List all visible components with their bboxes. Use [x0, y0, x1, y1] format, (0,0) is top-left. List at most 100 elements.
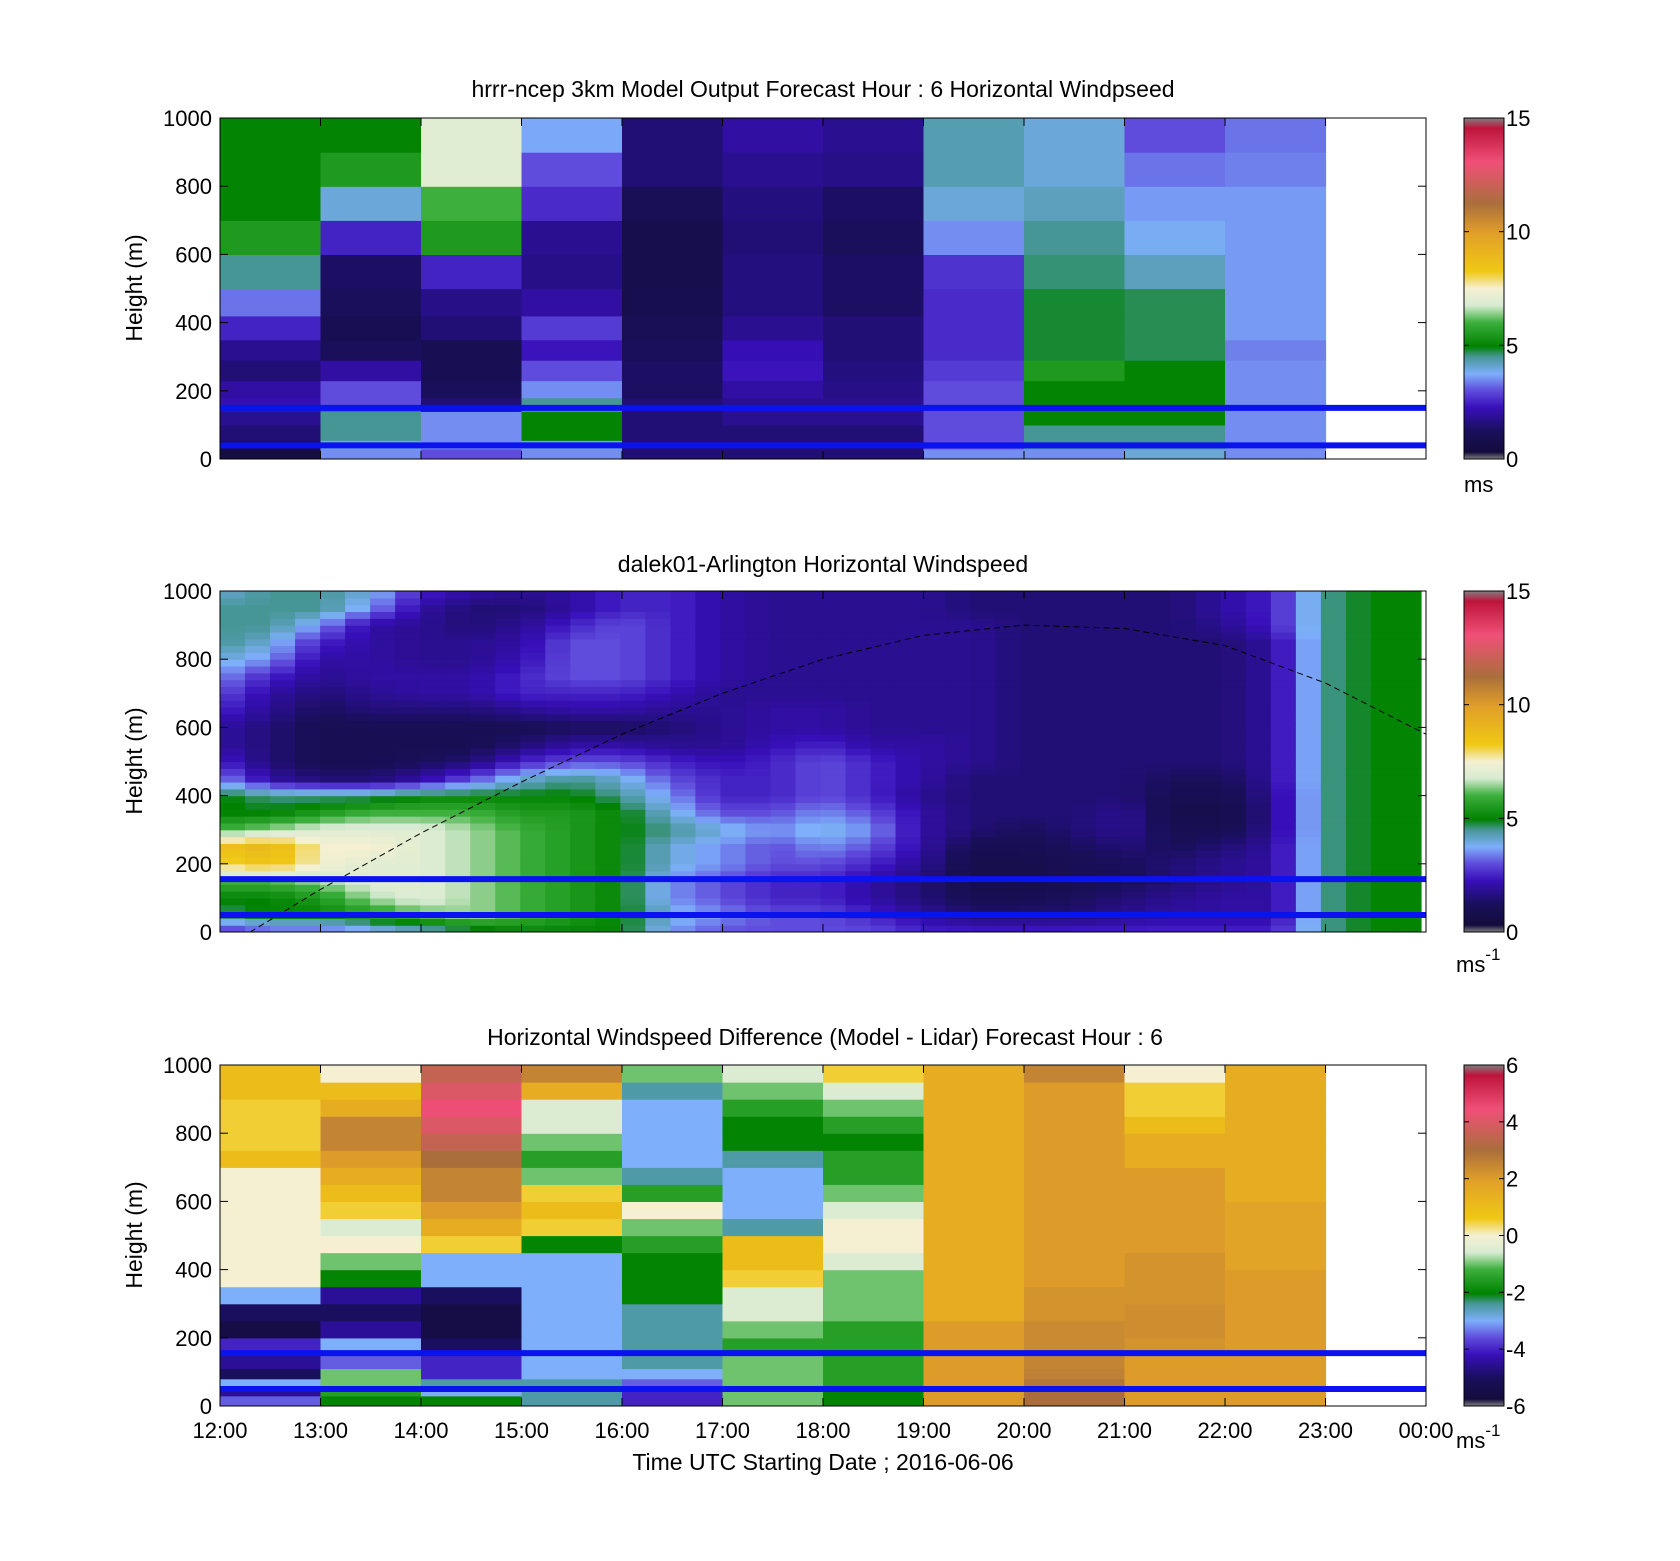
heatmap-cell: [823, 1133, 925, 1151]
heatmap-cell: [995, 747, 1022, 756]
heatmap-cell: [595, 700, 621, 708]
heatmap-cell: [923, 1269, 1025, 1288]
heatmap-cell: [470, 638, 496, 647]
heatmap-cell: [495, 754, 521, 763]
heatmap-cell: [220, 1303, 322, 1322]
heatmap-cell: [745, 604, 772, 613]
heatmap-cell: [1320, 720, 1347, 728]
heatmap-cell: [970, 768, 997, 776]
heatmap-cell: [622, 186, 724, 221]
heatmap-cell: [320, 448, 422, 459]
heatmap-cell: [1145, 775, 1172, 783]
heatmap-cell: [320, 411, 422, 426]
heatmap-cell: [570, 597, 596, 606]
heatmap-cell: [1124, 1065, 1226, 1083]
heatmap-cell: [420, 836, 446, 844]
heatmap-cell: [370, 611, 396, 619]
heatmap-cell: [995, 597, 1022, 606]
heatmap-cell: [745, 781, 772, 790]
heatmap-cell: [870, 597, 897, 606]
heatmap-cell: [545, 754, 571, 763]
heatmap-cell: [1345, 863, 1372, 872]
heatmap-cell: [595, 897, 621, 906]
heatmap-cell: [795, 904, 822, 913]
reference-lines: [220, 876, 1426, 918]
heatmap-cell: [795, 700, 822, 708]
heatmap-cell: [720, 870, 747, 879]
heatmap-cell: [445, 897, 471, 906]
heatmap-cell: [770, 720, 797, 728]
heatmap-cell: [1195, 591, 1222, 599]
heatmap-cell: [470, 884, 496, 892]
heatmap-cell: [823, 448, 925, 459]
heatmap-cell: [720, 638, 747, 647]
heatmap-cell: [545, 781, 571, 790]
heatmap-cell: [1320, 781, 1347, 790]
heatmap-cell: [1024, 186, 1126, 221]
heatmap-cell: [470, 809, 496, 817]
heatmap-cell: [245, 856, 271, 865]
colorbar-gradient: [1463, 1064, 1505, 1407]
heatmap-cell: [570, 870, 596, 879]
heatmap-cell: [720, 747, 747, 756]
colorbar-tick-label: 5: [1506, 333, 1518, 358]
heatmap-cell: [695, 741, 722, 749]
heatmap-cell: [1070, 850, 1097, 858]
heatmap-cell: [1195, 659, 1222, 667]
heatmap-cell: [895, 645, 922, 653]
heatmap-cell: [845, 856, 872, 865]
heatmap-cell: [1020, 659, 1047, 667]
heatmap-cell: [295, 768, 321, 776]
heatmap-cell: [670, 850, 696, 858]
heatmap-cell: [1124, 360, 1226, 382]
heatmap-cell: [320, 118, 422, 153]
heatmap-cell: [421, 1133, 523, 1151]
heatmap-cell: [1295, 618, 1322, 626]
heatmap-cell: [823, 380, 925, 399]
heatmap-cell: [695, 747, 722, 756]
heatmap-cell: [695, 734, 722, 742]
heatmap-cell: [1120, 679, 1147, 688]
heatmap-cell: [1045, 747, 1072, 756]
heatmap-cell: [645, 870, 671, 879]
heatmap-cell: [1245, 775, 1272, 783]
heatmap-cell: [1370, 836, 1397, 844]
heatmap-cell: [270, 781, 296, 790]
heatmap-cell: [320, 816, 346, 824]
heatmap-cell: [1045, 850, 1072, 858]
heatmap-cell: [1370, 618, 1397, 626]
heatmap-cell: [520, 693, 546, 701]
heatmap-cell: [695, 666, 722, 674]
heatmap-cell: [220, 1116, 322, 1134]
heatmap-cell: [395, 700, 421, 708]
heatmap-cell: [395, 754, 421, 763]
heatmap-cell: [620, 679, 646, 688]
heatmap-cell: [720, 693, 747, 701]
heatmap-cell: [320, 1354, 422, 1370]
heatmap-cell: [823, 360, 925, 382]
heatmap-cell: [420, 781, 446, 790]
heatmap-cell: [895, 781, 922, 790]
heatmap-cells: [220, 118, 1327, 459]
heatmap-cell: [923, 1378, 1025, 1390]
heatmap-cell: [1170, 856, 1197, 865]
heatmap-cell: [395, 781, 421, 790]
heatmap-cell: [395, 829, 421, 838]
heatmap-cell: [395, 727, 421, 735]
heatmap-cell: [1020, 638, 1047, 647]
heatmap-cell: [1220, 611, 1247, 619]
heatmap-cell: [395, 645, 421, 653]
heatmap-cell: [1124, 1252, 1226, 1271]
heatmap-cell: [1370, 591, 1397, 599]
heatmap-cell: [720, 604, 747, 613]
heatmap-cell: [745, 700, 772, 708]
heatmap-cell: [1070, 856, 1097, 865]
heatmap-cell: [1395, 713, 1422, 722]
heatmap-cell: [1345, 822, 1372, 831]
heatmap-cell: [1024, 1099, 1126, 1117]
heatmap-cell: [720, 611, 747, 619]
heatmap-cell: [1045, 727, 1072, 735]
heatmap-cell: [622, 1099, 724, 1117]
heatmap-cell: [1320, 652, 1347, 660]
